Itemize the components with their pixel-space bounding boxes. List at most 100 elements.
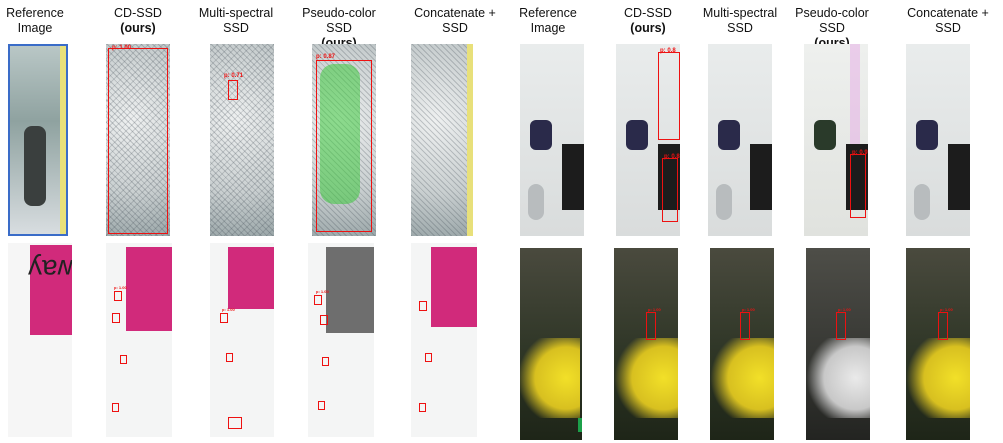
person-silhouette — [24, 126, 46, 206]
detection-box — [740, 312, 750, 340]
header-title: Concatenate + SSD — [907, 6, 989, 35]
small-detection-box — [112, 313, 120, 323]
header-concat-2: Concatenate + SSD — [893, 6, 1003, 36]
noise-overlay — [210, 44, 274, 236]
banner-text: e - way — [28, 254, 72, 285]
small-detection-box — [114, 291, 122, 301]
black-card — [846, 144, 868, 210]
detection-label: p: 1.00 — [838, 307, 851, 312]
small-detection-box — [220, 313, 228, 323]
image-cdssd-person: p: 1.00 — [106, 44, 170, 236]
detection-label: p: 0.8 — [664, 154, 680, 160]
image-cdssd-flower: p: 1.00 — [614, 248, 678, 440]
image-concat-flower: p: 1.00 — [906, 248, 970, 440]
small-detection-box — [419, 403, 426, 412]
detection-box — [228, 80, 238, 100]
flower-petals — [906, 338, 970, 418]
header-title: CD-SSD — [624, 6, 672, 20]
magenta-banner — [126, 247, 172, 331]
header-subtitle: (ours) — [630, 21, 666, 35]
watch-shape — [718, 120, 740, 150]
image-reference-person — [8, 44, 68, 236]
image-pseudocolor-flower: p: 1.00 — [806, 248, 870, 440]
header-title: Concatenate + SSD — [414, 6, 496, 35]
small-detection-box — [120, 355, 127, 364]
header-subtitle: SSD — [727, 21, 753, 35]
green-edge — [578, 418, 582, 432]
header-title: Reference — [6, 6, 64, 20]
image-multispectral-watch — [708, 44, 772, 236]
black-card — [948, 144, 970, 210]
header-reference-1: Reference Image — [0, 6, 85, 36]
detection-box — [836, 312, 846, 340]
pink-streak — [850, 44, 860, 144]
small-detection-box — [320, 315, 328, 325]
watch-shape — [814, 120, 836, 150]
detection-box — [316, 60, 372, 232]
header-subtitle: Image — [17, 21, 53, 35]
small-detection-box — [322, 357, 329, 366]
header-subtitle: SSD — [223, 21, 249, 35]
watch-shape — [916, 120, 938, 150]
small-detection-box — [425, 353, 432, 362]
detection-label: p: 1.00 — [112, 45, 132, 51]
detection-box — [108, 48, 168, 234]
header-title: Multi-spectral — [198, 6, 274, 20]
small-detection-box — [318, 401, 325, 410]
detection-label: p: 1.00 — [316, 289, 329, 294]
detection-label: p: 1.00 — [648, 307, 661, 312]
watch-shape — [626, 120, 648, 150]
magenta-banner — [30, 245, 72, 335]
header-multispectral-1: Multi-spectral SSD — [186, 6, 286, 36]
image-cdssd-watch: p: 0.8 p: 0.8 — [616, 44, 680, 236]
header-subtitle: Image — [530, 21, 566, 35]
noise-overlay — [411, 44, 473, 236]
header-cdssd-1: CD-SSD (ours) — [88, 6, 188, 36]
detection-label: p: 1.00 — [114, 285, 127, 290]
image-cdssd-banner: p: 1.00 — [106, 243, 172, 437]
header-title: Pseudo-color SSD — [795, 6, 869, 35]
detection-label: p: 1.00 — [940, 307, 953, 312]
detection-box — [850, 154, 866, 218]
detection-label: p: 0.8 — [660, 48, 676, 54]
flower-petals — [806, 338, 870, 418]
yellow-strip — [467, 44, 473, 236]
green-highlight — [320, 64, 360, 204]
gray-banner — [326, 247, 374, 333]
detection-box — [658, 52, 680, 140]
noise-overlay — [106, 44, 170, 236]
black-card — [562, 144, 584, 210]
header-reference-2: Reference Image — [498, 6, 598, 36]
image-concat-watch — [906, 44, 970, 236]
small-detection-box — [419, 301, 427, 311]
detection-box — [646, 312, 656, 340]
bottle-shape — [716, 184, 732, 220]
detection-label: p: 0.9 — [852, 150, 868, 156]
magenta-banner — [431, 247, 477, 327]
black-card — [750, 144, 772, 210]
magenta-banner — [228, 247, 274, 309]
flower-petals — [710, 338, 774, 418]
flower-petals — [520, 338, 580, 418]
header-subtitle: (ours) — [120, 21, 156, 35]
detection-label: p: 1.00 — [222, 307, 235, 312]
image-multispectral-banner: p: 1.00 — [210, 243, 274, 437]
detection-box — [938, 312, 948, 340]
header-title: Multi-spectral — [702, 6, 778, 20]
black-card — [658, 144, 680, 210]
header-title: Reference — [519, 6, 577, 20]
header-title: Pseudo-color SSD — [302, 6, 376, 35]
image-pseudocolor-watch: p: 0.9 — [804, 44, 868, 236]
image-concat-person — [411, 44, 473, 236]
small-detection-box — [226, 353, 233, 362]
header-title: CD-SSD — [114, 6, 162, 20]
detection-box — [662, 158, 678, 222]
header-multispectral-2: Multi-spectral SSD — [690, 6, 790, 36]
image-reference-watch — [520, 44, 584, 236]
detection-label: p: 1.00 — [742, 307, 755, 312]
image-pseudocolor-banner: p: 1.00 — [308, 243, 374, 437]
header-cdssd-2: CD-SSD (ours) — [598, 6, 698, 36]
image-concat-banner — [411, 243, 477, 437]
yellow-strip — [60, 46, 66, 234]
image-reference-banner: e - way — [8, 243, 72, 437]
